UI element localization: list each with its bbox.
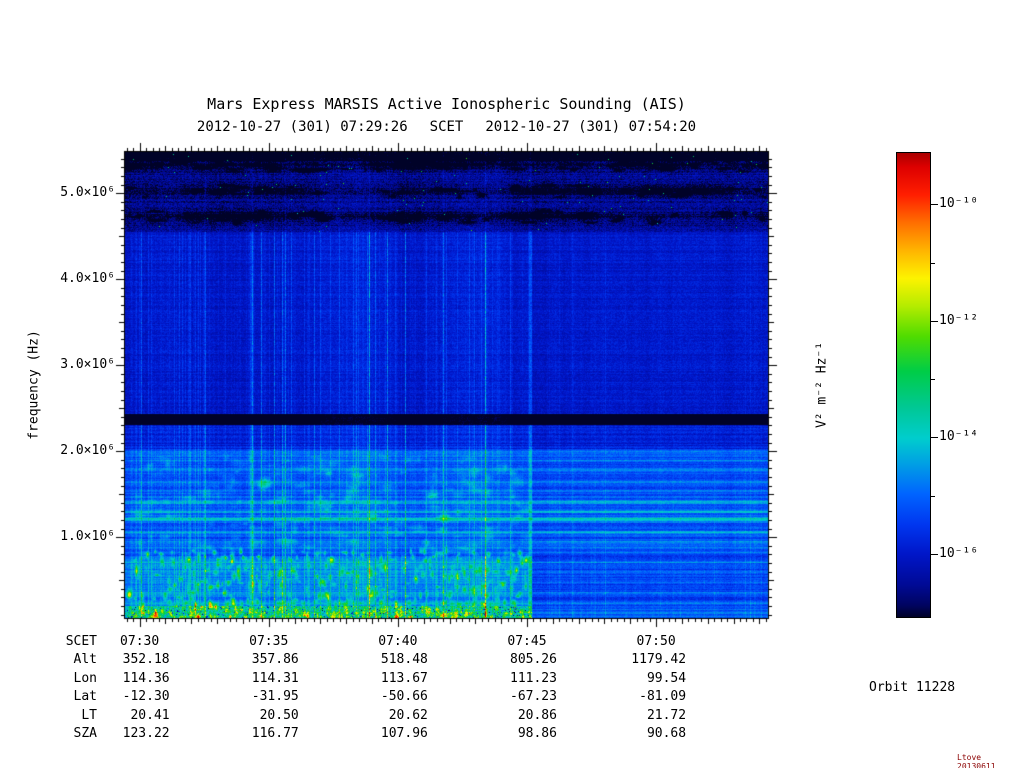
ephem-alt-value: 352.18 xyxy=(122,652,170,668)
ephem-lat-value: -67.23 xyxy=(510,689,557,705)
scet-end-time: 2012-10-27 (301) 07:54:20 xyxy=(485,119,697,135)
colorbar-tick-label: 10⁻¹⁴ xyxy=(939,429,979,445)
version-stamp: Ltove 20130611 xyxy=(957,753,996,768)
ephem-alt-value: 805.26 xyxy=(510,652,557,668)
scet-axis-label: SCET xyxy=(429,119,464,135)
ephemeris-row-label: Lon xyxy=(73,670,97,686)
ephem-lt-value: 20.62 xyxy=(388,707,428,723)
ephem-sza-value: 123.22 xyxy=(122,726,170,741)
colorbar-minor-tick xyxy=(931,495,935,497)
ephem-scet-value: 07:40 xyxy=(378,634,418,649)
colorbar-minor-tick xyxy=(931,379,935,381)
ephem-sza-value: 107.96 xyxy=(380,726,428,741)
ephem-lat-value: -12.30 xyxy=(122,689,170,705)
ephem-alt-value: 518.48 xyxy=(380,652,428,668)
ephem-scet-value: 07:45 xyxy=(507,634,547,649)
colorbar xyxy=(896,152,931,618)
ephem-alt-value: 357.86 xyxy=(251,652,299,668)
ephem-lt-value: 20.41 xyxy=(130,707,170,723)
colorbar-tick xyxy=(931,320,938,322)
ephem-lat-value: -81.09 xyxy=(639,689,687,705)
y-tick-label: 2.0×10⁶ xyxy=(60,443,115,459)
ephem-lon-value: 111.23 xyxy=(510,670,557,686)
y-tick-label: 4.0×10⁶ xyxy=(60,271,115,287)
colorbar-tick-label: 10⁻¹² xyxy=(939,312,979,328)
ephem-lon-value: 114.36 xyxy=(122,670,170,686)
ephemeris-row-label: LT xyxy=(81,707,97,723)
ephem-lat-value: -31.95 xyxy=(251,689,299,705)
ephem-scet-value: 07:30 xyxy=(120,634,160,649)
colorbar-axis-title: V² m⁻² Hz⁻¹ xyxy=(814,341,830,429)
ephem-sza-value: 90.68 xyxy=(646,726,687,741)
ephem-scet-value: 07:35 xyxy=(249,634,289,649)
ephem-lon-value: 113.67 xyxy=(380,670,428,686)
orbit-label: Orbit 11228 xyxy=(869,680,956,695)
ephem-sza-value: 116.77 xyxy=(251,726,299,741)
spectrogram-canvas xyxy=(115,142,778,628)
ephem-lt-value: 20.86 xyxy=(517,707,557,723)
ephemeris-row-label: SCET xyxy=(65,634,97,649)
ephem-lon-value: 114.31 xyxy=(251,670,299,686)
colorbar-minor-tick xyxy=(931,262,935,264)
ephem-lat-value: -50.66 xyxy=(380,689,428,705)
ephem-lon-value: 99.54 xyxy=(646,670,687,686)
colorbar-tick xyxy=(931,553,938,555)
ephem-lt-value: 21.72 xyxy=(646,707,687,723)
ephemeris-row-label: Lat xyxy=(73,689,97,705)
ephemeris-row-label: SZA xyxy=(73,726,97,741)
colorbar-tick xyxy=(931,437,938,439)
colorbar-tick-label: 10⁻¹⁰ xyxy=(939,196,979,212)
colorbar-tick xyxy=(931,204,938,206)
scet-start-time: 2012-10-27 (301) 07:29:26 xyxy=(196,119,408,135)
plot-title: Mars Express MARSIS Active Ionospheric S… xyxy=(207,95,686,113)
ephem-scet-value: 07:50 xyxy=(636,634,676,649)
y-axis-title: frequency (Hz) xyxy=(26,330,42,440)
ephemeris-row-label: Alt xyxy=(73,652,97,668)
colorbar-tick-label: 10⁻¹⁶ xyxy=(939,545,979,561)
ephem-alt-value: 1179.42 xyxy=(631,652,687,668)
y-tick-label: 5.0×10⁶ xyxy=(60,185,115,201)
ephem-sza-value: 98.86 xyxy=(517,726,557,741)
ephem-lt-value: 20.50 xyxy=(259,707,299,723)
plot-subtitle: 2012-10-27 (301) 07:29:26 SCET 2012-10-2… xyxy=(125,119,768,135)
y-tick-label: 3.0×10⁶ xyxy=(60,357,115,373)
y-tick-label: 1.0×10⁶ xyxy=(60,529,115,545)
